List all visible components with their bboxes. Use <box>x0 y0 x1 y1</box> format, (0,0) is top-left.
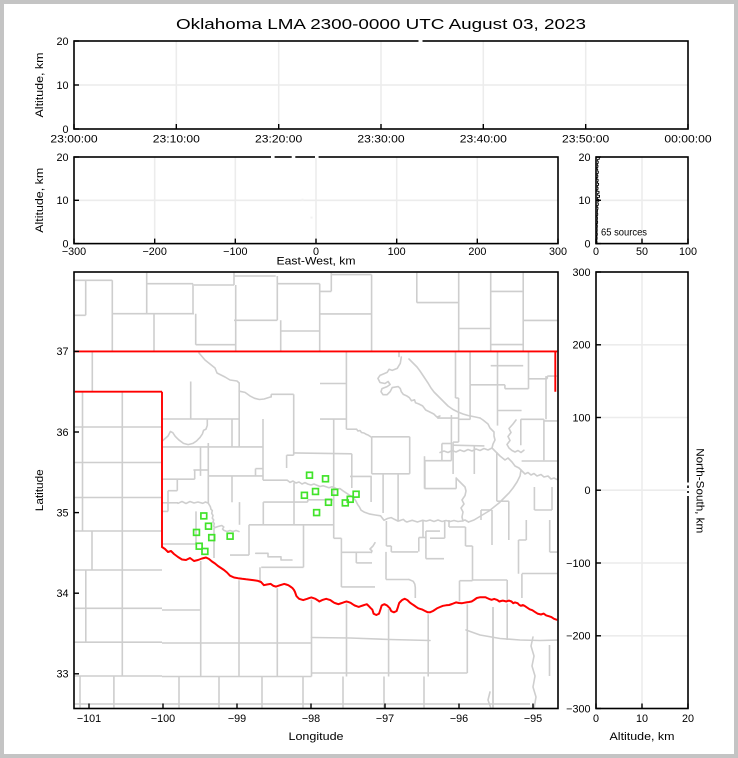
svg-text:200: 200 <box>572 340 590 352</box>
svg-text:Altitude, km: Altitude, km <box>34 52 46 117</box>
svg-text:−98: −98 <box>302 713 320 725</box>
svg-text:100: 100 <box>388 246 406 258</box>
svg-text:−300: −300 <box>62 246 86 258</box>
svg-text:0: 0 <box>593 713 599 725</box>
svg-text:East-West, km: East-West, km <box>277 255 356 267</box>
svg-text:0: 0 <box>584 238 590 250</box>
svg-text:−200: −200 <box>566 631 590 643</box>
svg-text:35: 35 <box>56 507 68 519</box>
svg-text:Altitude, km: Altitude, km <box>610 731 675 743</box>
svg-text:20: 20 <box>56 36 68 48</box>
svg-text:−100: −100 <box>566 558 590 570</box>
svg-text:00:00:00: 00:00:00 <box>664 133 711 145</box>
svg-text:23:10:00: 23:10:00 <box>153 133 200 145</box>
svg-text:50: 50 <box>636 246 648 258</box>
svg-text:20: 20 <box>578 152 590 164</box>
svg-text:−300: −300 <box>566 703 590 715</box>
svg-text:200: 200 <box>468 246 486 258</box>
svg-text:33: 33 <box>56 669 68 681</box>
svg-text:37: 37 <box>56 346 68 358</box>
svg-text:0: 0 <box>62 238 68 250</box>
svg-text:0: 0 <box>62 124 68 136</box>
svg-text:0: 0 <box>584 485 590 497</box>
svg-text:Oklahoma LMA 2300-0000 UTC Aug: Oklahoma LMA 2300-0000 UTC August 03, 20… <box>176 17 586 33</box>
svg-text:65 sources: 65 sources <box>601 228 647 239</box>
svg-text:100: 100 <box>572 412 590 424</box>
svg-text:20: 20 <box>682 713 694 725</box>
svg-text:−97: −97 <box>376 713 394 725</box>
svg-text:300: 300 <box>572 267 590 279</box>
svg-text:23:40:00: 23:40:00 <box>460 133 507 145</box>
svg-text:23:20:00: 23:20:00 <box>255 133 302 145</box>
svg-text:10: 10 <box>636 713 648 725</box>
svg-text:Latitude: Latitude <box>34 469 46 511</box>
svg-text:−101: −101 <box>77 713 101 725</box>
svg-text:300: 300 <box>549 246 567 258</box>
svg-text:Altitude, km: Altitude, km <box>34 168 46 233</box>
svg-text:0: 0 <box>313 246 319 258</box>
svg-text:−96: −96 <box>450 713 468 725</box>
svg-text:−95: −95 <box>524 713 542 725</box>
svg-text:100: 100 <box>679 246 697 258</box>
svg-text:10: 10 <box>56 195 68 207</box>
svg-text:−200: −200 <box>143 246 167 258</box>
svg-text:Longitude: Longitude <box>289 731 344 743</box>
svg-text:10: 10 <box>578 195 590 207</box>
svg-text:0: 0 <box>593 246 599 258</box>
svg-text:10: 10 <box>56 80 68 92</box>
svg-text:−100: −100 <box>151 713 175 725</box>
svg-text:23:00:00: 23:00:00 <box>50 133 97 145</box>
svg-text:−99: −99 <box>228 713 246 725</box>
svg-text:23:50:00: 23:50:00 <box>562 133 609 145</box>
svg-text:North-South, km: North-South, km <box>693 448 705 533</box>
svg-text:34: 34 <box>56 588 68 600</box>
svg-text:23:30:00: 23:30:00 <box>357 133 404 145</box>
svg-text:−100: −100 <box>223 246 247 258</box>
svg-text:36: 36 <box>56 427 68 439</box>
svg-text:20: 20 <box>56 152 68 164</box>
